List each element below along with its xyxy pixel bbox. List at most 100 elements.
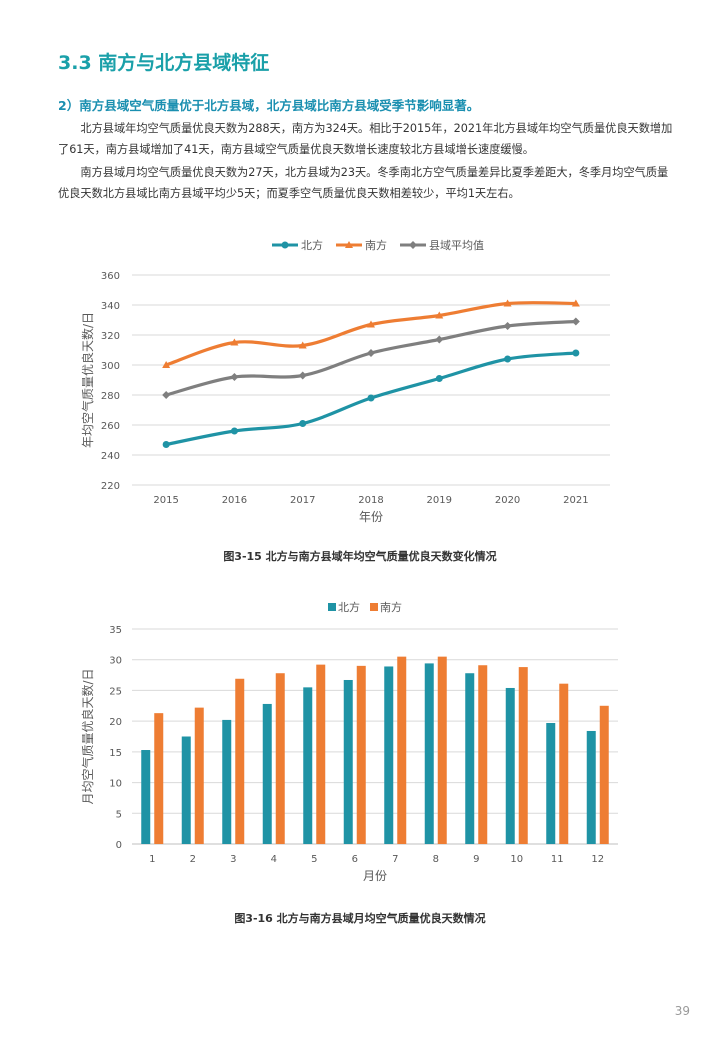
x-tick-label: 3 xyxy=(230,854,236,865)
x-tick-label: 4 xyxy=(271,854,277,865)
data-point-average xyxy=(367,349,375,357)
line-chart-annual-good-days: 220 240 260 280 300 320 340 360 2015 2016 2017 2018… xyxy=(80,238,610,524)
y-axis-title: 月均空气质量优良天数/日 xyxy=(80,668,95,804)
bar-north xyxy=(465,673,475,844)
bar-south xyxy=(559,683,569,844)
bar-north xyxy=(141,750,151,844)
figure-caption: 图3-15 北方与南方县域年均空气质量优良天数变化情况 xyxy=(223,550,497,563)
data-point-average xyxy=(571,317,580,326)
data-point-south xyxy=(162,361,171,368)
y-tick-label: 5 xyxy=(116,809,122,820)
bar-north xyxy=(181,736,191,844)
legend-label-south: 南方 xyxy=(365,238,387,252)
x-tick-label: 2018 xyxy=(358,495,383,506)
data-point-north xyxy=(367,394,375,402)
data-point-average xyxy=(435,335,444,344)
data-point-south xyxy=(298,341,307,349)
data-point-south xyxy=(571,299,580,307)
x-tick-label: 2020 xyxy=(495,495,520,506)
x-tick-label: 8 xyxy=(433,854,439,865)
x-tick-label: 11 xyxy=(551,854,564,865)
bar-south xyxy=(437,656,447,844)
y-tick-label: 10 xyxy=(109,779,122,790)
bar-north xyxy=(546,722,556,844)
data-point-south xyxy=(367,320,375,328)
legend-label-north: 北方 xyxy=(338,600,360,614)
bar-north xyxy=(505,687,515,844)
data-point-south xyxy=(503,299,512,307)
x-tick-label: 2015 xyxy=(153,495,178,506)
x-tick-label: 5 xyxy=(311,854,317,865)
x-tick-label: 2021 xyxy=(563,495,588,506)
paragraph: 北方县域年均空气质量优良天数为288天，南方为324天。相比于2015年，202… xyxy=(58,122,673,156)
x-tick-label: 9 xyxy=(473,854,479,865)
bar-south xyxy=(316,664,326,844)
bar-north xyxy=(586,730,596,844)
legend-swatch-south xyxy=(370,603,378,611)
bar-south xyxy=(154,713,164,844)
bar-north xyxy=(343,679,353,844)
bar-south xyxy=(599,705,609,844)
bar-south xyxy=(518,667,528,844)
legend-marker-average xyxy=(409,241,417,249)
y-tick-label: 30 xyxy=(109,656,122,667)
y-tick-label: 0 xyxy=(116,840,122,851)
y-tick-label: 240 xyxy=(101,451,120,462)
bar-south xyxy=(235,678,245,844)
data-point-average xyxy=(298,371,307,380)
y-tick-label: 25 xyxy=(109,686,122,697)
y-tick-label: 360 xyxy=(101,271,120,282)
x-tick-label: 2 xyxy=(190,854,196,865)
x-tick-label: 2019 xyxy=(427,495,452,506)
legend-label-north: 北方 xyxy=(301,238,323,252)
data-point-average xyxy=(230,373,239,381)
bar-north xyxy=(262,703,272,844)
bar-north xyxy=(222,719,232,844)
data-point-north xyxy=(435,375,443,382)
bar-north xyxy=(303,687,313,844)
bar-south xyxy=(478,665,488,844)
y-tick-label: 300 xyxy=(101,361,120,372)
legend-label-average: 县域平均值 xyxy=(429,239,484,252)
x-tick-label: 12 xyxy=(591,854,604,865)
data-point-north xyxy=(504,355,512,363)
x-tick-label: 2017 xyxy=(290,495,315,506)
legend-label-south: 南方 xyxy=(380,600,402,614)
data-point-north xyxy=(162,441,170,448)
bar-north xyxy=(384,666,394,844)
x-tick-label: 6 xyxy=(352,854,358,865)
x-tick-label: 7 xyxy=(392,854,398,865)
paragraph: 南方县域月均空气质量优良天数为27天，北方县域为23天。冬季南北方空气质量差异比… xyxy=(58,166,669,200)
y-tick-label: 20 xyxy=(109,717,122,728)
data-point-north xyxy=(572,349,580,357)
x-axis-title: 月份 xyxy=(363,869,387,883)
x-tick-label: 10 xyxy=(510,854,523,865)
bar-south xyxy=(397,656,407,844)
x-tick-label: 1 xyxy=(149,854,155,865)
sub-heading: 2）南方县域空气质量优于北方县域，北方县域比南方县域受季节影响显著。 xyxy=(58,98,480,113)
y-axis-title: 年均空气质量优良天数/日 xyxy=(80,312,95,448)
legend-swatch-north xyxy=(328,603,336,611)
data-point-average xyxy=(503,322,512,330)
y-tick-label: 320 xyxy=(101,331,120,342)
y-tick-label: 280 xyxy=(101,391,120,402)
figure-caption: 图3-16 北方与南方县域月均空气质量优良天数情况 xyxy=(234,912,486,925)
x-tick-label: 2016 xyxy=(222,495,247,506)
section-title: 3.3 南方与北方县域特征 xyxy=(58,52,270,74)
x-axis-title: 年份 xyxy=(359,510,383,524)
data-point-south xyxy=(435,311,444,319)
y-tick-label: 220 xyxy=(101,481,120,492)
bar-north xyxy=(424,663,434,844)
y-tick-label: 35 xyxy=(109,625,122,636)
data-point-north xyxy=(299,420,307,427)
page-number: 39 xyxy=(674,1004,690,1018)
data-point-north xyxy=(230,427,238,435)
bar-south xyxy=(275,673,285,844)
data-point-average xyxy=(162,391,171,399)
bar-south xyxy=(194,707,204,844)
y-tick-label: 340 xyxy=(101,301,120,312)
legend-marker-south xyxy=(345,241,353,248)
data-point-south xyxy=(230,338,239,346)
bar-south xyxy=(356,665,366,844)
